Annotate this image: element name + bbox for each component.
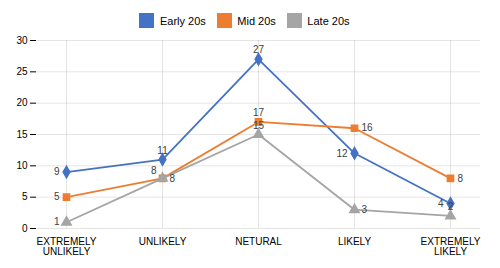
svg-text:8: 8 xyxy=(151,165,157,176)
svg-text:15: 15 xyxy=(253,120,265,131)
svg-text:EXTREMELYLIKELY: EXTREMELYLIKELY xyxy=(421,236,481,257)
svg-text:30: 30 xyxy=(16,35,28,46)
svg-text:NETURAL: NETURAL xyxy=(235,236,282,247)
svg-text:27: 27 xyxy=(253,44,265,55)
svg-text:1: 1 xyxy=(54,216,60,227)
svg-text:8: 8 xyxy=(458,173,464,184)
svg-text:EXTREMELYUNLIKELY: EXTREMELYUNLIKELY xyxy=(37,236,97,257)
svg-text:10: 10 xyxy=(16,160,28,171)
svg-text:5: 5 xyxy=(22,191,28,202)
svg-text:9: 9 xyxy=(54,166,60,177)
svg-text:UNLIKELY: UNLIKELY xyxy=(139,236,187,247)
svg-text:LIKELY: LIKELY xyxy=(338,236,371,247)
svg-text:3: 3 xyxy=(362,204,368,215)
svg-text:2: 2 xyxy=(448,201,454,212)
svg-text:4: 4 xyxy=(438,198,444,209)
svg-text:12: 12 xyxy=(336,148,348,159)
svg-text:0: 0 xyxy=(22,223,28,234)
html-text:Mid 20s: Mid 20s xyxy=(237,14,276,27)
svg-text:16: 16 xyxy=(362,122,374,133)
html-text:Late 20s: Late 20s xyxy=(307,14,350,27)
svg-text:17: 17 xyxy=(253,107,265,118)
svg-text:11: 11 xyxy=(157,145,168,156)
html-text:Early 20s: Early 20s xyxy=(160,14,206,27)
svg-text:15: 15 xyxy=(16,129,28,140)
svg-text:25: 25 xyxy=(16,66,28,77)
svg-text:8: 8 xyxy=(170,173,176,184)
svg-text:20: 20 xyxy=(16,97,28,108)
svg-text:5: 5 xyxy=(54,191,60,202)
